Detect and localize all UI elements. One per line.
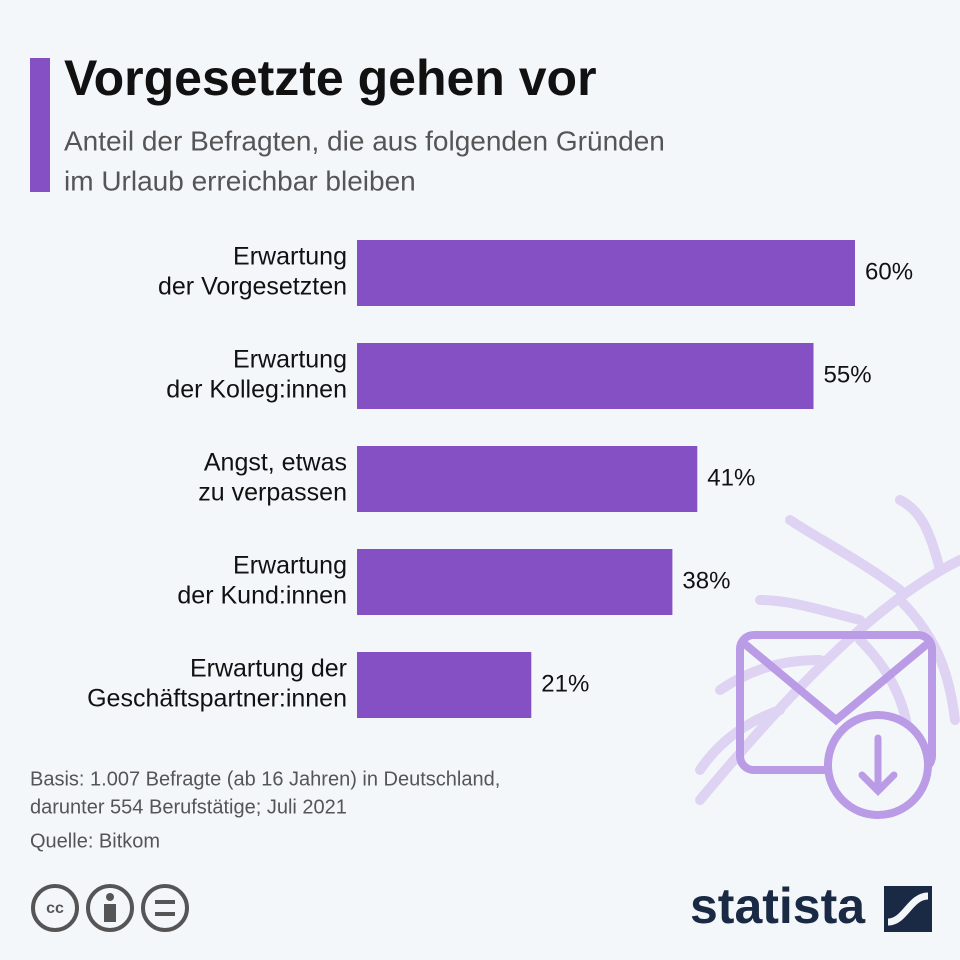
title-accent [30, 58, 50, 192]
note: darunter 554 Berufstätige; Juli 2021 [30, 796, 347, 818]
svg-text:cc: cc [46, 900, 64, 917]
brand: statista [690, 878, 866, 934]
source: Quelle: Bitkom [30, 830, 160, 852]
category-label: Angst, etwas [204, 449, 347, 477]
category-label: Erwartung [233, 346, 347, 374]
bar [357, 652, 532, 718]
note: Basis: 1.007 Befragte (ab 16 Jahren) in … [30, 768, 500, 790]
bar [357, 446, 698, 512]
chart-subtitle: Anteil der Befragten, die aus folgenden … [64, 125, 665, 156]
category-label: zu verpassen [198, 479, 347, 507]
bar [357, 240, 855, 306]
value-label: 38% [682, 567, 730, 594]
value-label: 41% [707, 464, 755, 491]
category-label: Geschäftspartner:innen [87, 685, 347, 713]
category-label: Erwartung der [190, 655, 347, 683]
value-label: 60% [865, 258, 913, 285]
category-label: der Vorgesetzten [158, 273, 347, 301]
license-icons: cc [31, 884, 189, 932]
value-label: 21% [541, 670, 589, 697]
category-label: Erwartung [233, 552, 347, 580]
category-label: Erwartung [233, 243, 347, 271]
category-label: der Kolleg:innen [166, 376, 347, 404]
chart-subtitle: im Urlaub erreichbar bleiben [64, 165, 416, 196]
bar [357, 549, 673, 615]
brand-icon [884, 886, 932, 932]
bar [357, 343, 814, 409]
decoration [695, 495, 960, 819]
category-label: der Kund:innen [177, 582, 347, 610]
chart-title: Vorgesetzte gehen vor [64, 50, 597, 106]
value-label: 55% [824, 361, 872, 388]
